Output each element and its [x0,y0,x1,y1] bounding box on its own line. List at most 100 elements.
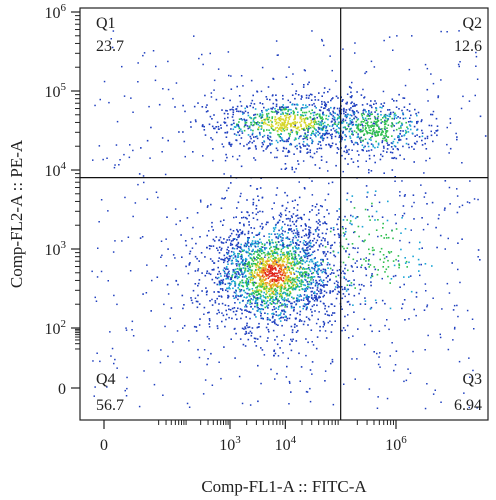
data-point [296,209,299,211]
data-point [118,164,120,166]
data-point [129,144,131,146]
data-point [381,133,383,136]
data-point [201,290,203,292]
data-point [230,88,233,90]
data-point [271,296,274,299]
data-point [271,208,273,210]
data-point [276,113,278,115]
data-point [329,279,331,281]
data-point [322,258,324,261]
data-point [244,271,246,273]
data-point [276,261,278,264]
data-point [306,249,308,252]
data-point [251,132,254,135]
data-point [304,274,306,277]
data-point [257,123,260,126]
data-point [370,143,373,145]
data-point [323,91,325,94]
data-point [303,255,305,257]
data-point [291,94,294,96]
data-point [214,300,217,302]
data-point [121,240,123,242]
data-point [469,180,471,182]
data-point [288,284,290,287]
data-point [223,275,226,277]
data-point [272,292,275,295]
data-point [331,133,333,136]
data-point [357,143,359,146]
data-point [234,357,236,359]
data-point [285,237,287,239]
data-point [319,224,321,226]
data-point [261,110,263,112]
data-point [305,249,307,251]
data-point [405,260,408,263]
data-point [380,128,382,131]
data-point [300,295,302,297]
data-point [243,296,245,298]
data-point [264,296,267,298]
data-point [208,272,210,275]
data-point [303,119,306,122]
data-point [311,93,313,96]
data-point [272,298,274,301]
data-point [260,317,263,320]
data-point [341,100,343,102]
data-point [194,270,197,272]
data-point [285,147,288,150]
data-point [243,249,245,252]
data-point [216,312,218,315]
data-point [362,112,364,114]
data-point [322,122,324,125]
data-point [387,275,389,278]
data-point [354,378,356,380]
data-point [165,238,167,240]
data-point [354,217,357,220]
data-point [408,261,410,264]
data-point [380,153,382,156]
data-point [312,125,315,127]
data-point [280,257,282,259]
data-point [254,337,257,340]
data-point [284,284,287,287]
data-point [423,196,426,198]
data-point [243,224,245,227]
data-point [335,297,338,300]
data-point [307,274,309,277]
data-point [305,390,308,393]
data-point [379,158,382,161]
data-point [333,272,335,274]
data-point [252,298,254,301]
data-point [259,238,261,241]
data-point [132,335,135,337]
data-point [457,315,459,318]
data-point [285,114,287,117]
data-point [257,400,259,403]
data-point [338,291,341,294]
data-point [305,94,308,97]
data-point [308,231,311,233]
data-point [382,261,385,263]
data-point [267,221,269,224]
data-point [238,268,241,271]
data-point [390,251,393,253]
data-point [235,134,238,136]
data-point [358,129,360,131]
data-point [132,149,134,152]
data-point [289,229,292,231]
data-point [424,137,426,140]
data-point [312,279,314,281]
data-point [316,272,319,274]
data-point [406,266,408,268]
data-point [280,108,282,111]
data-point [249,105,252,107]
data-point [235,216,237,218]
data-point [322,133,324,135]
data-point [323,284,325,286]
data-point [353,113,355,116]
data-point [322,112,324,115]
data-point [263,354,266,356]
data-point [317,99,320,101]
data-point [342,99,344,101]
data-point [386,114,388,117]
